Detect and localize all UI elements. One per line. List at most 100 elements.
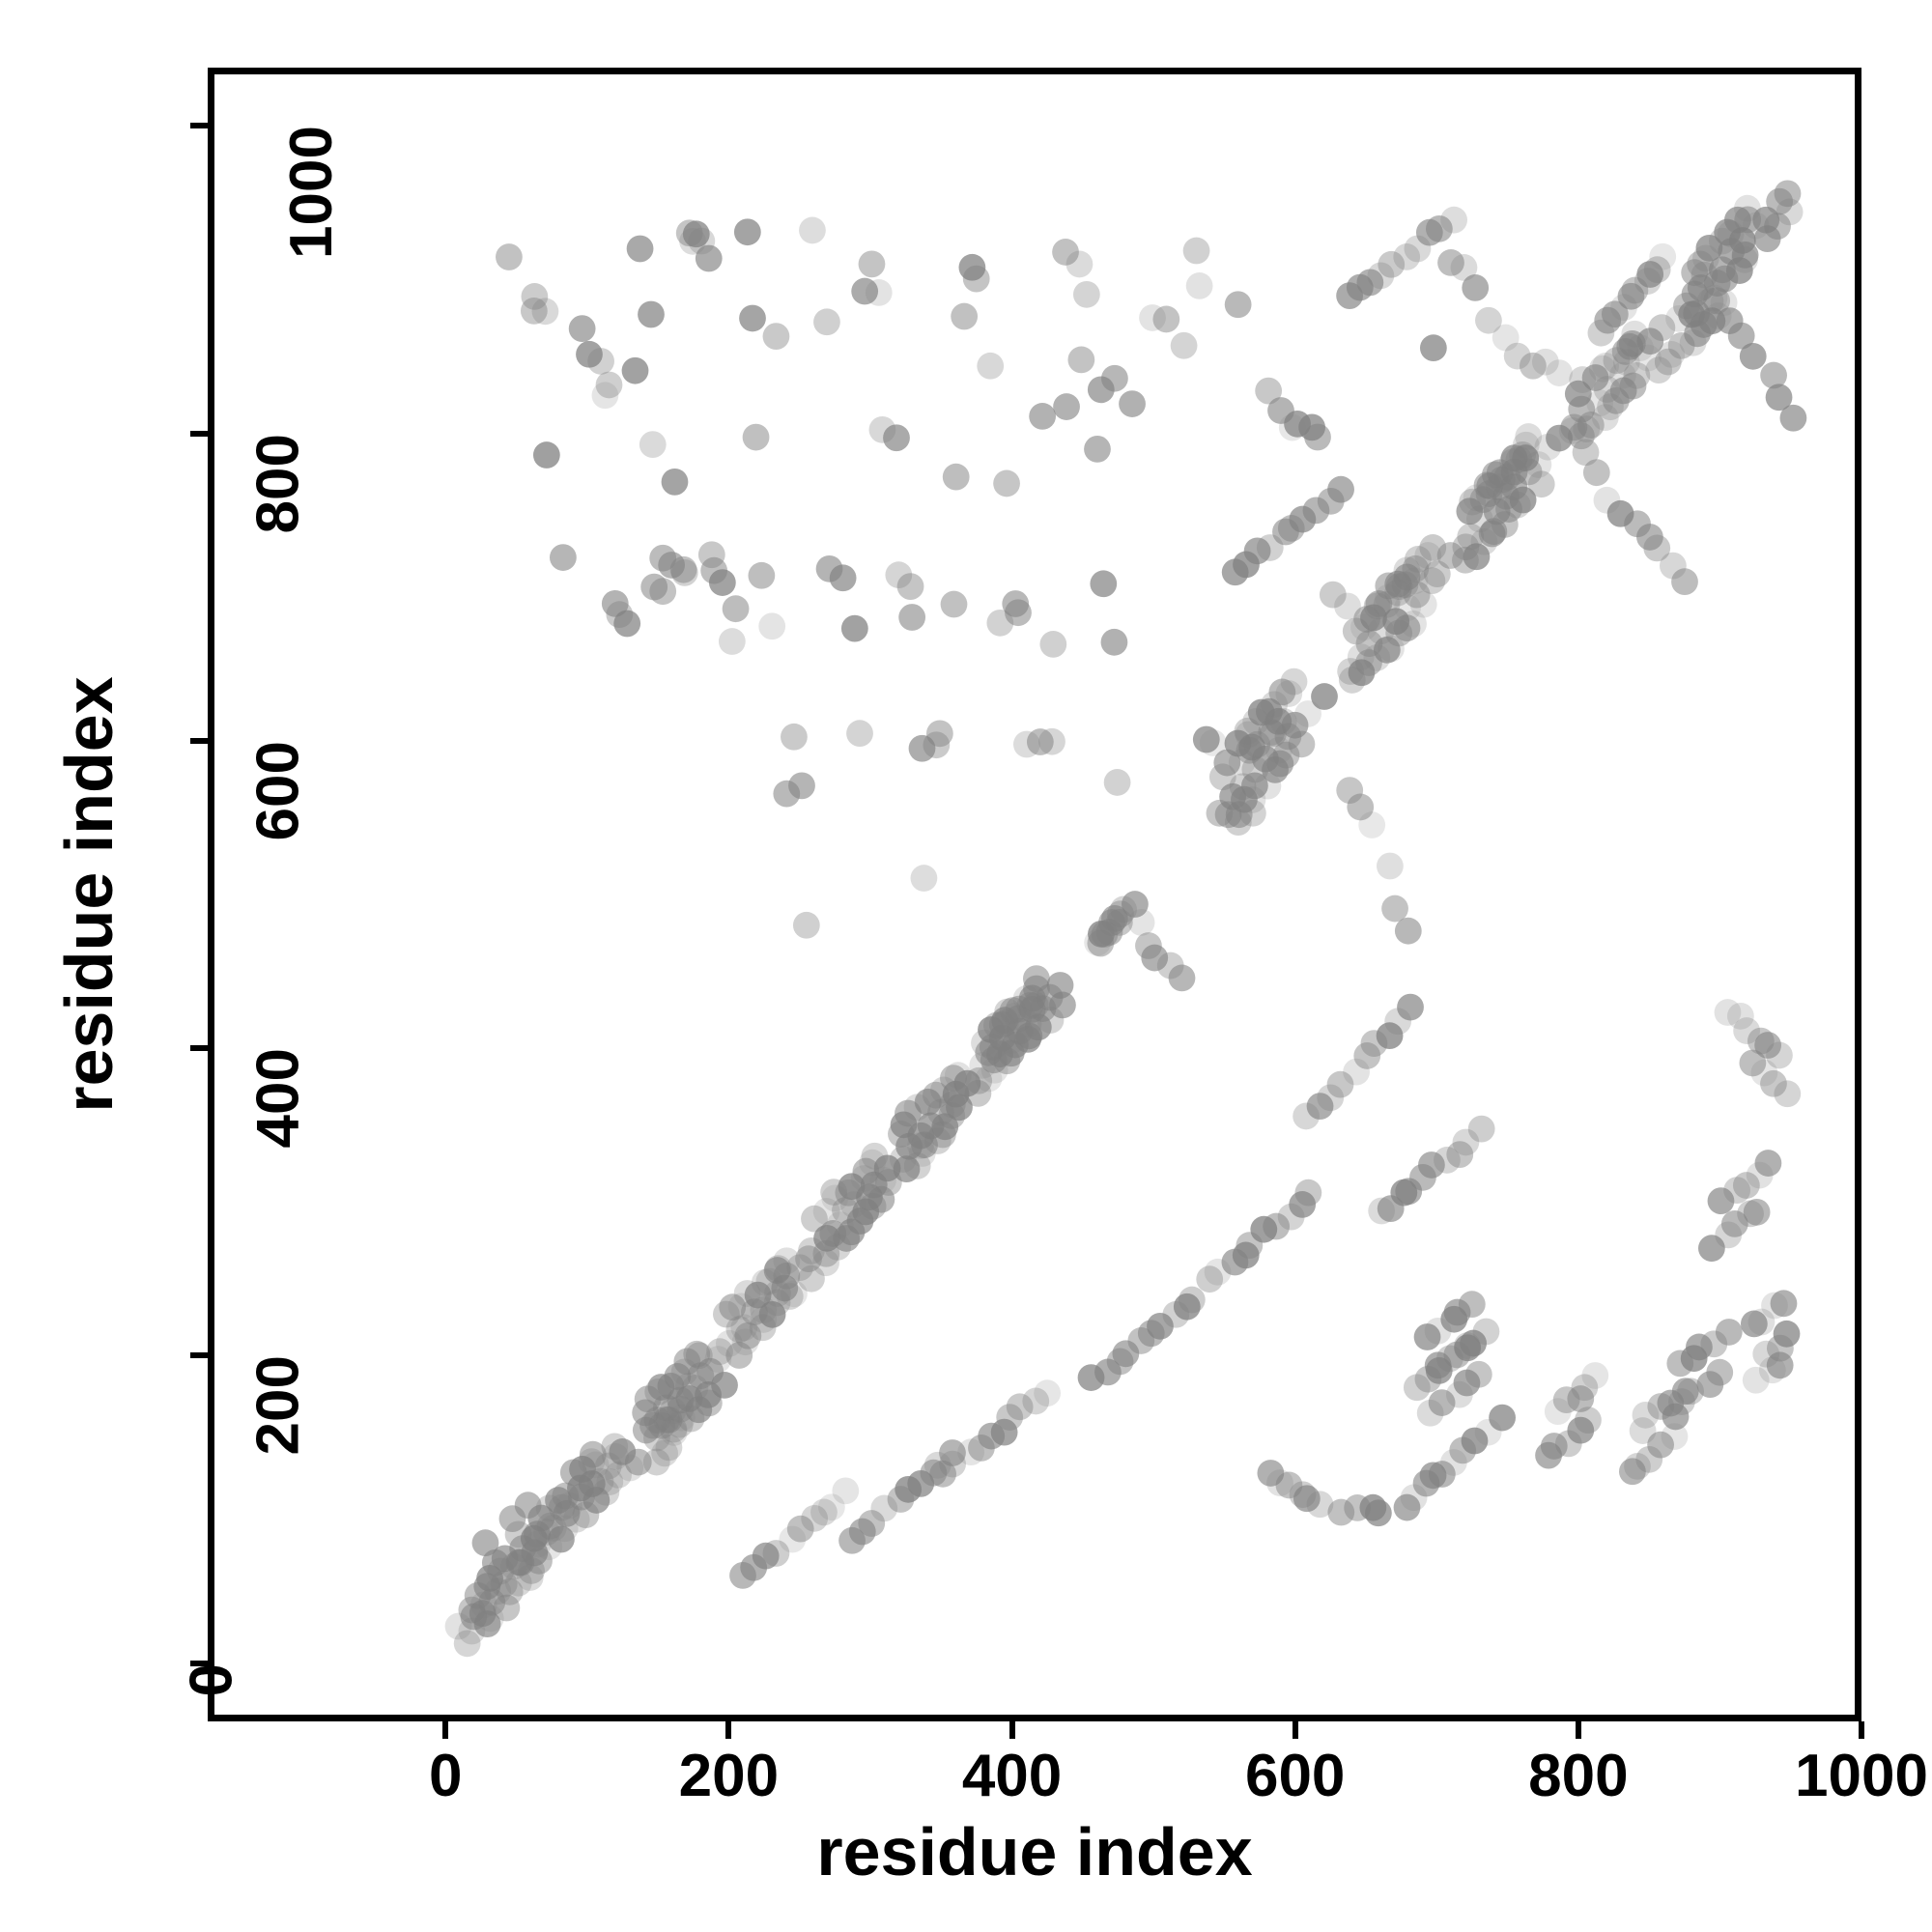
plot-area xyxy=(208,68,1861,1721)
scatter-point xyxy=(1723,206,1751,234)
scatter-point xyxy=(1224,291,1252,319)
scatter-point xyxy=(1752,1340,1780,1368)
scatter-point xyxy=(1377,852,1404,880)
scatter-point xyxy=(1581,1362,1609,1389)
scatter-point xyxy=(1567,1416,1595,1444)
scatter-point xyxy=(1378,250,1406,278)
scatter-point xyxy=(1661,1423,1689,1450)
scatter-point xyxy=(1440,206,1467,234)
x-axis-tick-label: 400 xyxy=(961,1743,1063,1809)
scatter-point xyxy=(1419,534,1447,561)
scatter-point xyxy=(1503,342,1531,370)
scatter-point xyxy=(1739,342,1767,370)
scatter-point xyxy=(601,589,629,617)
scatter-point xyxy=(471,1529,499,1557)
scatter-point xyxy=(731,1328,759,1356)
scatter-point xyxy=(1094,1358,1122,1386)
scatter-point xyxy=(1418,567,1446,595)
scatter-point xyxy=(1234,717,1262,745)
scatter-point xyxy=(1394,917,1422,945)
scatter-point xyxy=(1720,1210,1748,1237)
scatter-point xyxy=(649,578,677,606)
x-axis-title: residue index xyxy=(816,1814,1253,1889)
scatter-point xyxy=(1572,439,1600,467)
scatter-point xyxy=(568,315,596,343)
scatter-point xyxy=(779,1525,807,1553)
scatter-point xyxy=(1658,340,1686,368)
scatter-point xyxy=(1289,1191,1317,1218)
scatter-point xyxy=(1409,590,1437,618)
y-axis-tick xyxy=(190,737,208,744)
x-axis-tick xyxy=(1009,1721,1015,1739)
scatter-point xyxy=(1005,599,1032,627)
scatter-point xyxy=(758,612,786,640)
scatter-point xyxy=(1610,294,1637,322)
scatter-point xyxy=(453,1630,481,1658)
scatter-point xyxy=(621,356,649,384)
scatter-point xyxy=(744,1281,772,1309)
scatter-point xyxy=(890,1111,918,1139)
scatter-point xyxy=(1046,972,1074,999)
scatter-point xyxy=(469,1600,497,1628)
scatter-point xyxy=(1360,604,1387,632)
scatter-point xyxy=(852,1157,880,1185)
scatter-point xyxy=(762,1540,790,1567)
scatter-point xyxy=(801,1205,828,1233)
scatter-point xyxy=(1575,1406,1602,1435)
scatter-point xyxy=(748,561,776,589)
scatter-point xyxy=(1087,376,1115,404)
scatter-point xyxy=(1419,334,1447,362)
scatter-point xyxy=(911,1131,938,1159)
scatter-point xyxy=(1266,1469,1293,1496)
scatter-point xyxy=(652,1394,680,1422)
scatter-point xyxy=(1434,1147,1461,1174)
scatter-point xyxy=(730,1314,758,1342)
scatter-point xyxy=(1643,534,1671,562)
scatter-point xyxy=(832,1477,860,1505)
scatter-point xyxy=(942,463,970,491)
scatter-point xyxy=(1022,1387,1050,1415)
scatter-point xyxy=(609,1438,637,1465)
scatter-point xyxy=(1110,895,1137,923)
scatter-point xyxy=(1754,1150,1782,1177)
scatter-point xyxy=(786,1515,814,1543)
scatter-point xyxy=(1500,444,1528,472)
scatter-point xyxy=(914,1088,942,1116)
scatter-point xyxy=(1304,423,1331,451)
scatter-point xyxy=(1453,1369,1481,1397)
scatter-point xyxy=(1779,404,1807,432)
scatter-point xyxy=(1489,1404,1516,1432)
scatter-point xyxy=(1527,470,1555,498)
scatter-point xyxy=(781,723,808,751)
scatter-point xyxy=(1001,1003,1029,1030)
scatter-point xyxy=(1067,346,1095,374)
scatter-point xyxy=(651,1439,679,1467)
scatter-point xyxy=(1634,344,1662,372)
scatter-point xyxy=(792,911,820,939)
scatter-point xyxy=(1100,628,1128,656)
scatter-point xyxy=(1577,412,1605,439)
scatter-point xyxy=(996,1404,1024,1431)
scatter-point xyxy=(1353,1042,1381,1069)
scatter-point xyxy=(1463,543,1491,571)
scatter-point xyxy=(1743,1198,1771,1226)
scatter-point xyxy=(930,1076,957,1104)
scatter-point xyxy=(1238,799,1266,827)
scatter-point xyxy=(1294,700,1321,727)
scatter-point xyxy=(788,772,815,800)
scatter-point xyxy=(861,1142,889,1170)
scatter-point xyxy=(1723,1177,1751,1205)
scatter-point xyxy=(873,1154,901,1182)
scatter-point xyxy=(711,1372,738,1399)
scatter-point xyxy=(812,1249,839,1277)
scatter-point xyxy=(1254,772,1282,800)
scatter-point xyxy=(1394,594,1422,621)
scatter-point xyxy=(1141,944,1169,972)
scatter-point xyxy=(708,569,736,596)
scatter-point xyxy=(1742,1366,1770,1394)
scatter-point xyxy=(1715,1319,1743,1346)
scatter-point xyxy=(929,1121,956,1149)
scatter-point xyxy=(1039,631,1067,658)
scatter-point xyxy=(1726,1002,1754,1030)
scatter-point xyxy=(1072,280,1100,308)
